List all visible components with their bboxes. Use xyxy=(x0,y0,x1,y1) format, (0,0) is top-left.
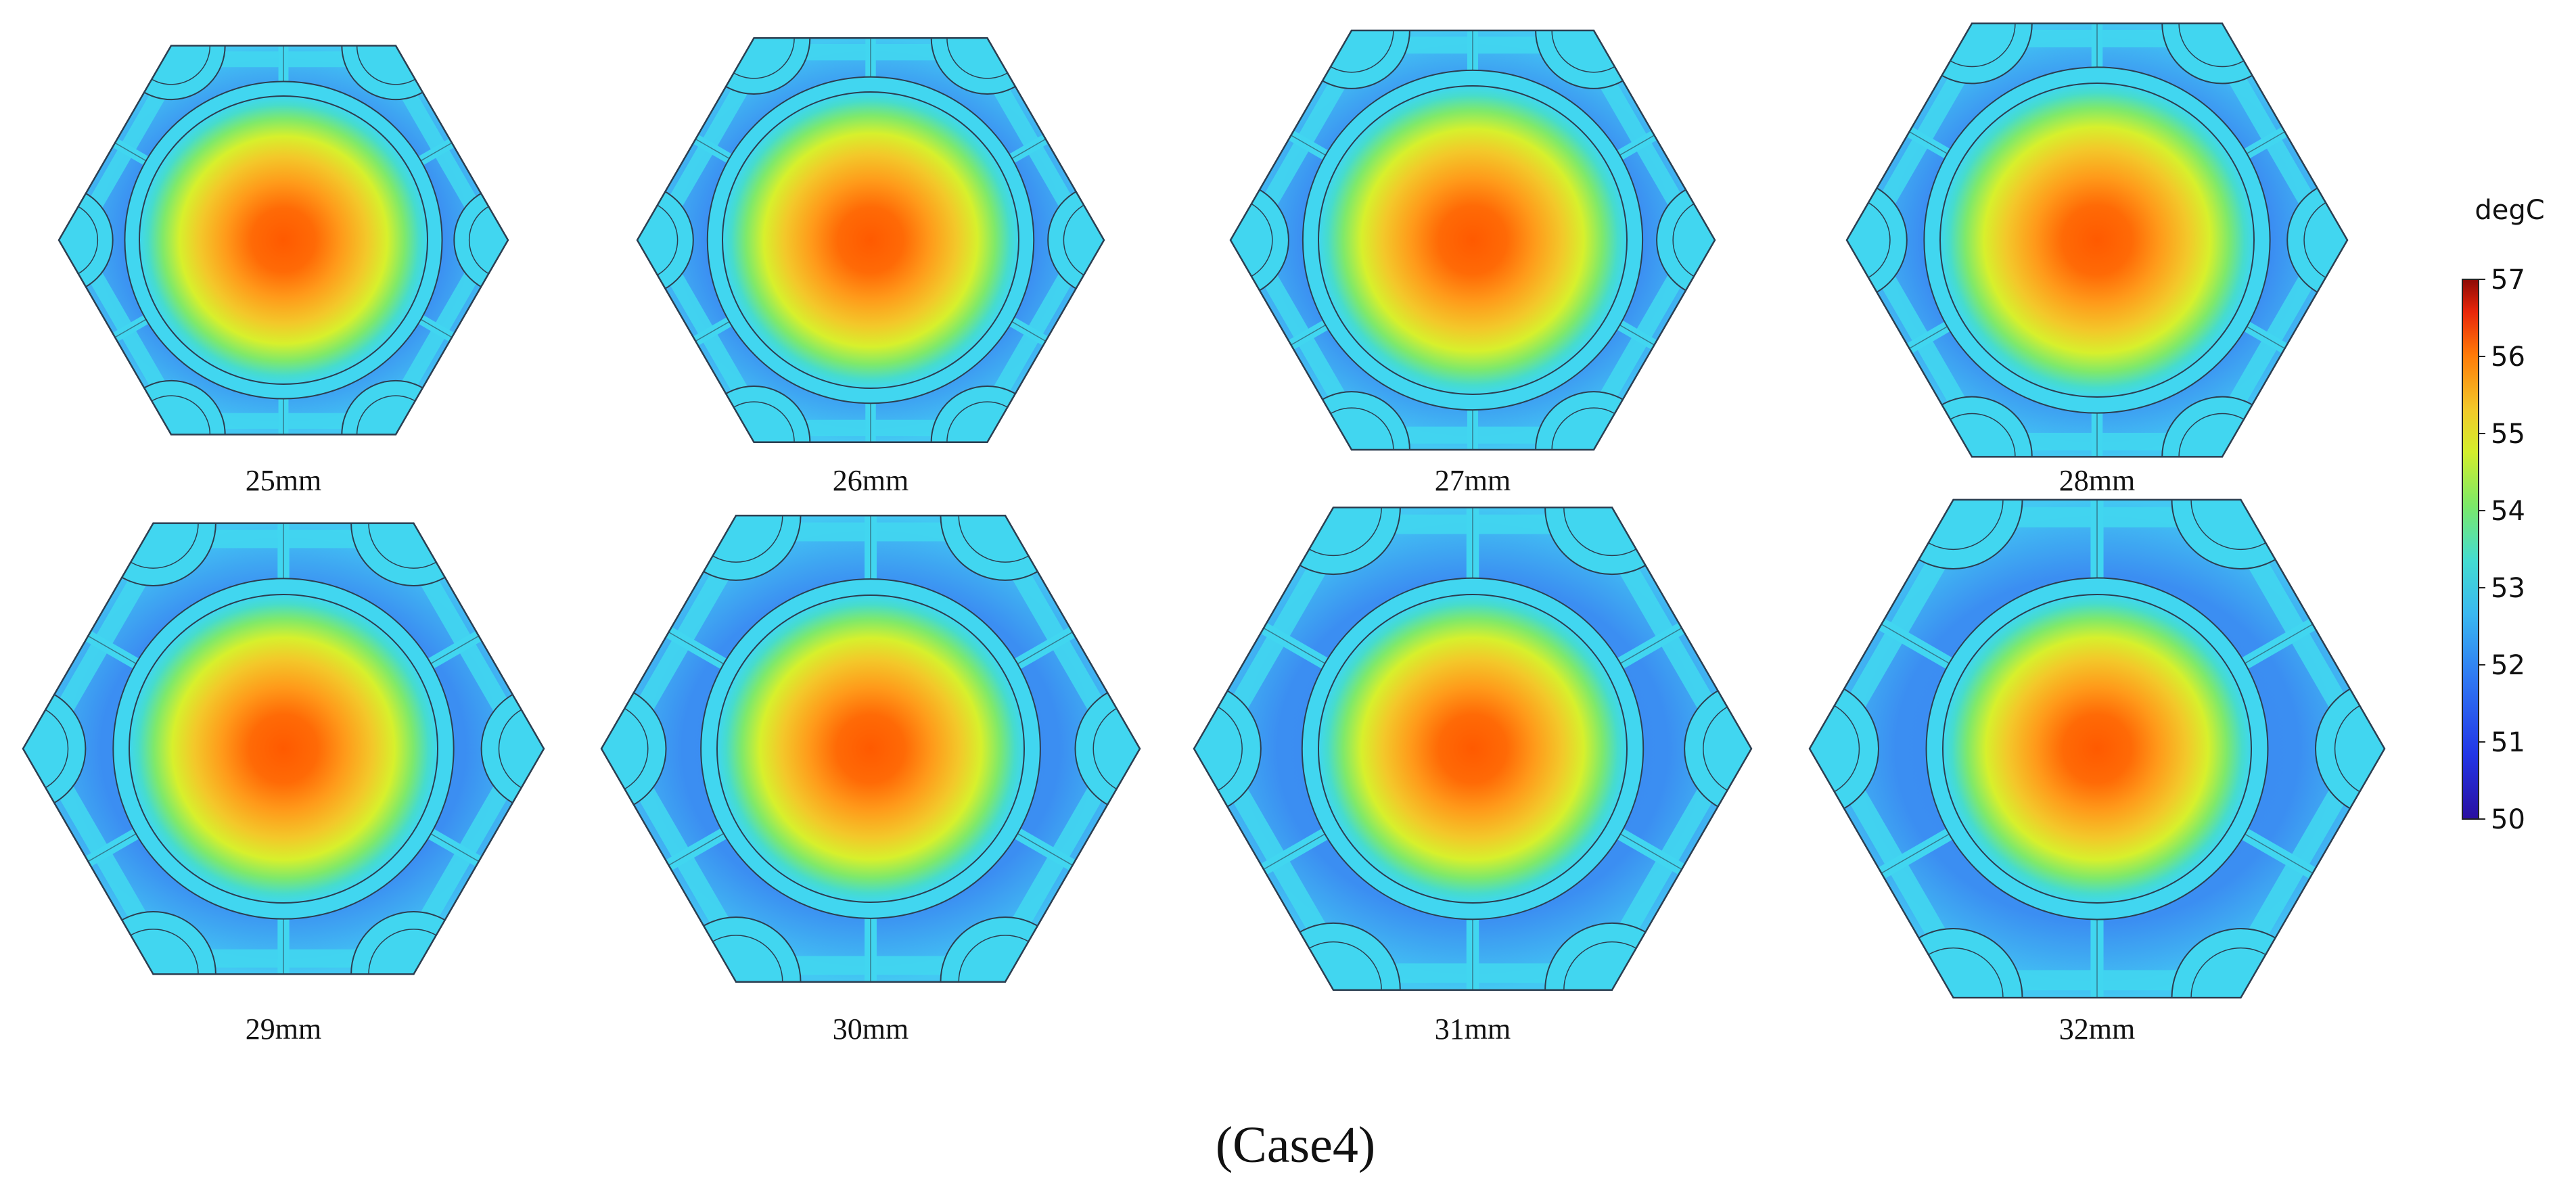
hex-outline xyxy=(1845,22,2349,458)
colorbar-tick-label-57: 57 xyxy=(2491,264,2525,296)
hex-outline xyxy=(1229,29,1716,451)
panel-label-27mm: 27mm xyxy=(1435,464,1511,497)
contour-panel-31mm xyxy=(1193,506,1753,992)
colorbar-tick-label-51: 51 xyxy=(2491,727,2525,758)
hex-outline xyxy=(1808,498,2386,999)
hex-outline xyxy=(600,515,1141,983)
panel-label-28mm: 28mm xyxy=(2059,464,2135,497)
panel-label-30mm: 30mm xyxy=(833,1012,908,1046)
hot-core xyxy=(1943,594,2251,903)
colorbar-tick-label-53: 53 xyxy=(2491,573,2525,604)
panel-label-26mm: 26mm xyxy=(833,464,908,497)
colorbar-unit: degC xyxy=(2475,195,2544,226)
contour-panel-28mm xyxy=(1845,22,2349,458)
contour-panel-30mm xyxy=(600,515,1141,983)
hex-outline xyxy=(636,37,1105,444)
colorbar-ticks: 57 56 55 54 53 52 51 50 xyxy=(2479,264,2525,835)
hot-core xyxy=(1318,594,1627,903)
colorbar: degC 57 56 55 54 53 52 51 50 xyxy=(2462,195,2545,835)
contour-panel-29mm xyxy=(22,522,545,975)
colorbar-gradient xyxy=(2462,279,2479,820)
hot-core xyxy=(722,92,1019,388)
contour-panels xyxy=(22,22,2386,999)
panel-label-31mm: 31mm xyxy=(1435,1012,1511,1046)
hex-outline xyxy=(1193,506,1753,992)
contour-panel-26mm xyxy=(636,37,1105,444)
panel-label-32mm: 32mm xyxy=(2059,1012,2135,1046)
hot-core xyxy=(1318,86,1627,394)
colorbar-tick-label-56: 56 xyxy=(2491,342,2525,373)
hot-core xyxy=(717,595,1024,902)
hot-core xyxy=(129,594,438,903)
colorbar-tick-label-55: 55 xyxy=(2491,419,2525,450)
colorbar-tick-label-50: 50 xyxy=(2491,804,2525,835)
panel-labels: 25mm 26mm 27mm 28mm 29mm 30mm 31mm 32mm xyxy=(246,464,2135,1046)
hot-core xyxy=(139,96,428,384)
colorbar-tick-label-52: 52 xyxy=(2491,650,2525,681)
hex-outline xyxy=(58,45,509,436)
hot-core xyxy=(1940,83,2254,397)
panel-label-29mm: 29mm xyxy=(246,1012,321,1046)
case-caption: (Case4) xyxy=(1216,1117,1375,1173)
contour-panel-25mm xyxy=(58,45,509,436)
colorbar-tick-label-54: 54 xyxy=(2491,496,2525,527)
contour-panel-27mm xyxy=(1229,29,1716,451)
contour-panel-32mm xyxy=(1808,498,2386,999)
panel-label-25mm: 25mm xyxy=(246,464,321,497)
hex-outline xyxy=(22,522,545,975)
